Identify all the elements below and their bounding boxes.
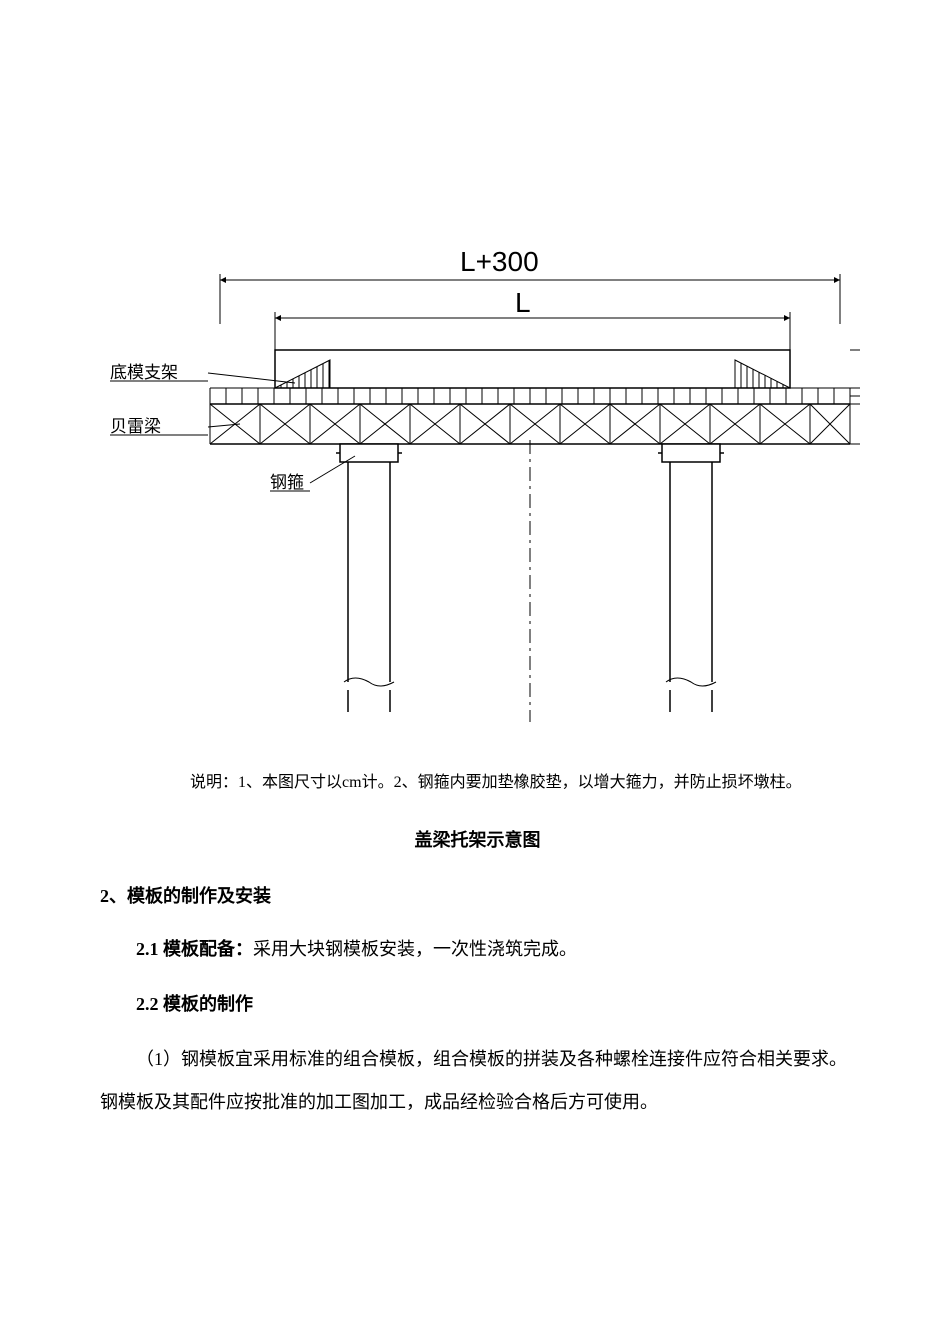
section-2-heading: 2、模板的制作及安装: [100, 882, 855, 908]
svg-text:L+300: L+300: [460, 246, 539, 277]
diagram-note: 说明：1、本图尺寸以cm计。2、钢箍内要加垫橡胶垫，以增大箍力，并防止损坏墩柱。: [190, 770, 855, 796]
svg-text:贝雷梁: 贝雷梁: [110, 417, 161, 436]
section-2-1-label: 2.1 模板配备：: [136, 939, 253, 959]
note-prefix: 说明：: [190, 774, 238, 791]
section-2-1: 2.1 模板配备：采用大块钢模板安装，一次性浇筑完成。: [100, 928, 855, 971]
diagram-container: L+300 L 底模支架贝雷梁钢箍: [100, 240, 855, 740]
svg-text:钢箍: 钢箍: [270, 473, 304, 492]
svg-text:底模支架: 底模支架: [110, 363, 178, 382]
para-2-2-1: （1）钢模板宜采用标准的组合模板，组合模板的拼装及各种螺栓连接件应符合相关要求。…: [100, 1038, 855, 1124]
section-2-1-text: 采用大块钢模板安装，一次性浇筑完成。: [253, 939, 577, 959]
figure-title: 盖梁托架示意图: [100, 826, 855, 852]
section-2-2-heading: 2.2 模板的制作: [100, 983, 855, 1026]
note-text: 1、本图尺寸以cm计。2、钢箍内要加垫橡胶垫，以增大箍力，并防止损坏墩柱。: [238, 774, 802, 791]
svg-text:L: L: [515, 287, 531, 318]
bracket-schematic-diagram: L+300 L 底模支架贝雷梁钢箍: [100, 240, 860, 740]
document-page: L+300 L 底模支架贝雷梁钢箍 说明：1、本图尺寸以cm计。2、钢箍内要加垫橡胶…: [0, 0, 945, 1337]
